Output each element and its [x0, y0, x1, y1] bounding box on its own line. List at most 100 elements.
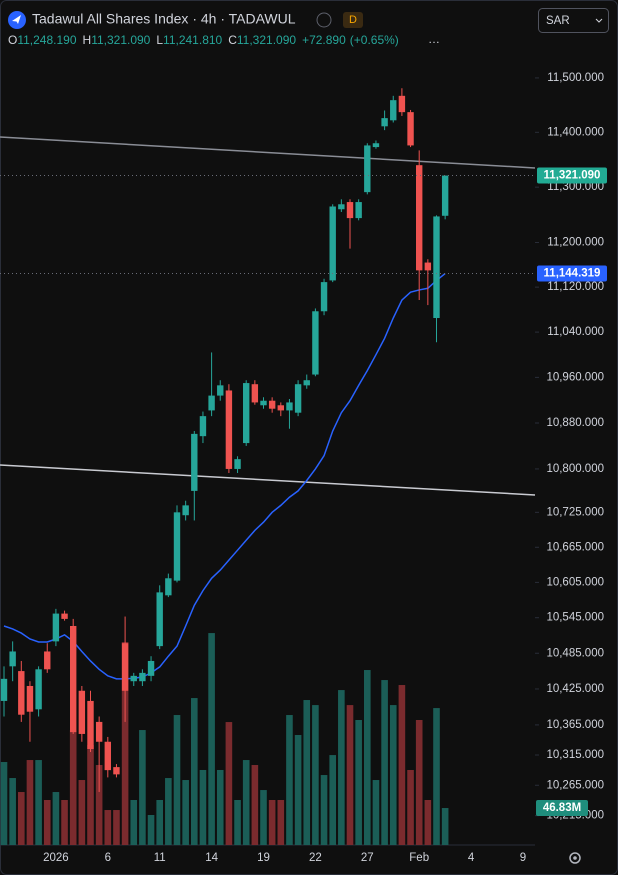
candle-body	[165, 578, 172, 596]
x-tick-label: 14	[205, 852, 218, 864]
candle-body	[329, 206, 336, 281]
x-tick-label: 19	[257, 852, 270, 864]
x-tick-label: 27	[361, 852, 374, 864]
value-tag-label: 46.83M	[543, 802, 581, 814]
value-tag	[537, 167, 607, 184]
volume-bar	[18, 792, 25, 845]
candle-body	[139, 672, 146, 682]
more[interactable]: …	[428, 32, 440, 46]
y-tick-label: 10,725.000	[546, 506, 604, 518]
volume-bar	[156, 799, 163, 845]
volume-bar	[260, 790, 267, 845]
volume-bar	[415, 720, 423, 845]
candle-body	[173, 512, 181, 581]
volume-bar	[242, 760, 250, 845]
y-tick-label: 11,200.000	[547, 237, 604, 249]
symbol-logo-icon	[12, 15, 21, 24]
candle-body	[44, 651, 51, 670]
volume-bar	[43, 799, 51, 845]
candle-body	[199, 416, 207, 437]
candle-body	[18, 671, 25, 715]
volume-bar	[182, 780, 189, 845]
candle-body	[156, 592, 163, 647]
value-tag	[537, 265, 607, 282]
candle-body	[243, 383, 250, 444]
trend-line[interactable]	[0, 464, 536, 496]
x-tick-label: Feb	[409, 852, 429, 864]
candle-body	[372, 143, 380, 148]
volume-bar	[113, 810, 120, 845]
volume-bar	[234, 799, 241, 845]
x-tick-label: 2026	[43, 852, 69, 864]
volume-bar	[104, 810, 112, 845]
candle-body	[390, 100, 397, 121]
candle-body	[234, 459, 241, 469]
volume-bar	[346, 705, 354, 845]
volume-bar	[130, 799, 138, 845]
volume-bar	[381, 680, 388, 845]
volume-bar	[191, 698, 198, 845]
volume-bar	[329, 755, 336, 845]
candle-body	[346, 202, 354, 219]
volume-bar	[173, 715, 181, 845]
candle-body	[416, 165, 423, 271]
candle-body	[113, 767, 120, 775]
value-tag-label: 11,321.090	[544, 170, 601, 182]
candle-body	[355, 202, 362, 219]
candle-body	[217, 385, 224, 396]
volume-bar	[338, 690, 345, 845]
candle-body	[441, 175, 449, 216]
settings-icon[interactable]	[569, 852, 581, 864]
candle-body	[52, 613, 60, 642]
chevron	[595, 18, 603, 23]
candle-body	[424, 262, 432, 271]
y-tick-label: 11,500.000	[547, 72, 604, 84]
y-tick-label: 10,365.000	[546, 719, 604, 731]
volume-bar	[312, 705, 319, 845]
legend-value: 11,321.090	[91, 33, 150, 47]
volume-bar	[433, 708, 440, 845]
currency-button[interactable]	[538, 8, 609, 33]
candle-body	[303, 380, 310, 386]
volume-bar	[35, 760, 42, 845]
volume-bar	[52, 792, 60, 845]
candle-body	[70, 625, 77, 733]
status-dot	[316, 12, 332, 28]
candle-body	[433, 216, 440, 319]
y-tick-label: 10,605.000	[546, 576, 604, 588]
x-tick-label: 6	[105, 852, 111, 864]
candle-body	[182, 505, 189, 516]
y-tick-label: 10,960.000	[546, 371, 604, 383]
volume-bar	[294, 735, 302, 845]
volume-bar	[320, 775, 328, 845]
volume-bar	[69, 730, 77, 845]
y-tick-label: 10,800.000	[546, 463, 604, 475]
legend-value: 11,248.190	[17, 33, 76, 47]
candle-body	[130, 675, 137, 682]
x-tick-label: 22	[309, 852, 322, 864]
candle-body	[191, 433, 198, 491]
y-tick-label: 11,040.000	[547, 326, 604, 338]
symbol-title[interactable]: Tadawul All Shares Index · 4h · TADAWUL	[32, 11, 296, 27]
volume-bar	[95, 765, 103, 845]
x-tick-label: 11	[154, 852, 166, 864]
volume-bar	[398, 685, 406, 845]
candle-body	[407, 112, 414, 146]
legend-value: 11,241.810	[163, 33, 222, 47]
x-tick-label: 9	[520, 852, 526, 864]
volume-bar	[372, 780, 380, 845]
volume-bar	[216, 769, 224, 845]
volume-bar	[9, 778, 16, 845]
trend-line[interactable]	[0, 136, 536, 169]
volume-bar	[78, 780, 86, 845]
candle-body	[9, 651, 16, 667]
candle-body	[294, 384, 302, 413]
candle-body	[268, 400, 276, 409]
volume-bar	[277, 799, 285, 845]
currency[interactable]: SAR	[546, 15, 570, 27]
badge-box	[343, 12, 363, 28]
legend-change: +72.890	[302, 33, 346, 47]
volume-bar	[355, 720, 362, 845]
candle-body	[260, 400, 267, 406]
